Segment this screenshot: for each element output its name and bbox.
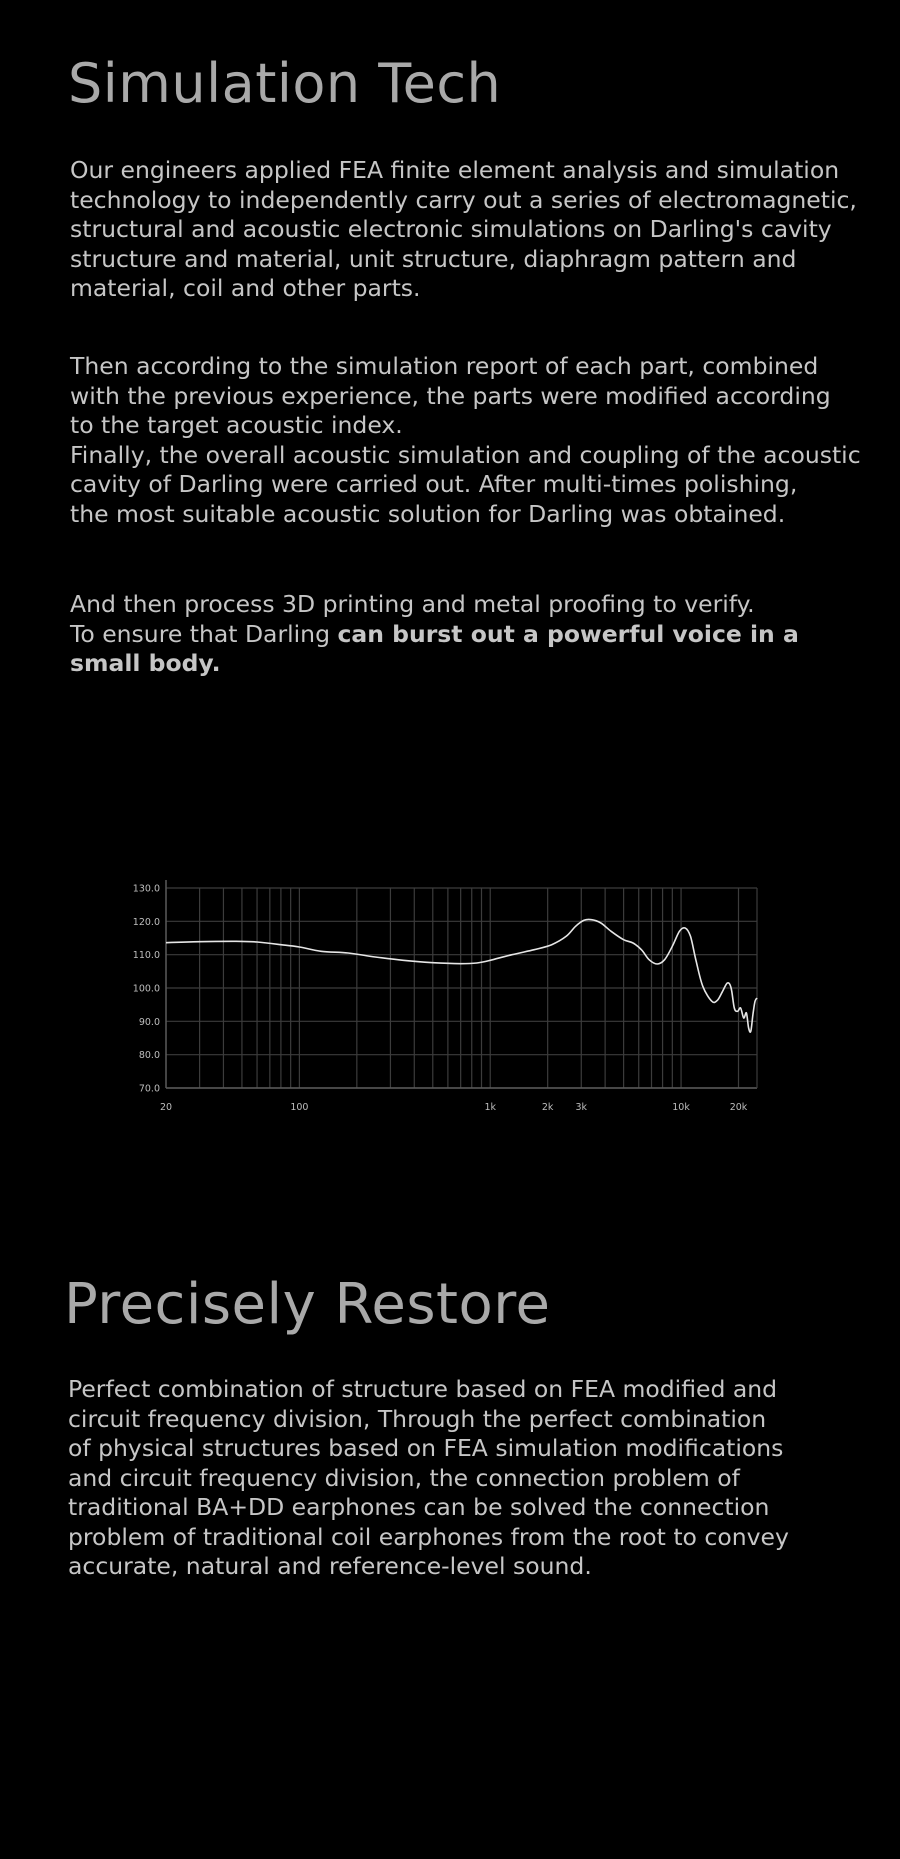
chart-series: [165, 918, 758, 1033]
x-tick-label: 20k: [730, 1102, 748, 1113]
verification-paragraph: And then process 3D printing and metal p…: [70, 590, 870, 679]
x-tick-label: 3k: [576, 1102, 588, 1113]
x-tick-label: 10k: [672, 1102, 690, 1113]
intro-paragraph: Our engineers applied FEA finite element…: [70, 156, 857, 302]
y-tick-label: 100.0: [133, 984, 160, 995]
y-tick-label: 120.0: [133, 917, 160, 928]
restore-paragraph: Perfect combination of structure based o…: [68, 1375, 789, 1580]
y-tick-label: 80.0: [139, 1050, 160, 1061]
y-tick-label: 90.0: [139, 1017, 160, 1028]
process-paragraph: Then according to the simulation report …: [70, 352, 861, 528]
chart-grid: [166, 887, 757, 1089]
x-tick-label: 100: [290, 1102, 308, 1113]
chart-tick-labels: 70.0 80.0 90.0 100.0 110.0 120.0 130.0 20 100 1k 2…: [133, 884, 748, 1114]
section-title: Simulation Tech: [68, 52, 502, 115]
x-tick-label: 1k: [484, 1102, 496, 1113]
chart-axes: [165, 880, 758, 1089]
x-tick-label: 2k: [542, 1102, 554, 1113]
x-tick-label: 20: [160, 1102, 172, 1113]
y-tick-label: 110.0: [133, 950, 160, 961]
verification-text: And then process 3D printing and metal p…: [70, 590, 755, 648]
section-title-restore: Precisely Restore: [64, 1272, 551, 1337]
frequency-response-chart: 70.0 80.0 90.0 100.0 110.0 120.0 130.0 20 100 1k 2…: [133, 880, 758, 1114]
y-tick-label: 130.0: [133, 884, 160, 895]
y-tick-label: 70.0: [139, 1084, 160, 1095]
frequency-response-line: [165, 918, 758, 1033]
verification-highlight: can burst out a powerful voice in a smal…: [70, 619, 799, 678]
